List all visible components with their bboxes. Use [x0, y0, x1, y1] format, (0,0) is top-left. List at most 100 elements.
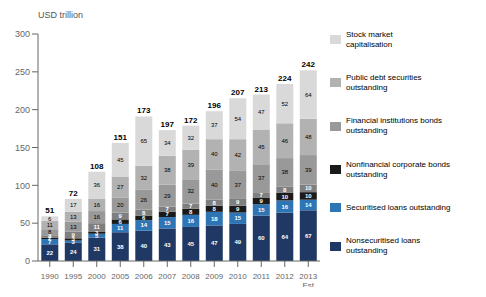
svg-text:213: 213 — [255, 85, 269, 94]
svg-text:1990: 1990 — [41, 272, 59, 281]
svg-text:43: 43 — [164, 242, 171, 248]
svg-text:49: 49 — [234, 239, 241, 245]
svg-text:22: 22 — [46, 250, 53, 256]
svg-text:2013Est: 2013Est — [299, 272, 317, 287]
svg-text:197: 197 — [161, 120, 175, 129]
svg-text:10: 10 — [305, 185, 312, 191]
svg-text:6: 6 — [119, 219, 123, 225]
svg-text:6: 6 — [48, 216, 52, 222]
svg-text:10: 10 — [281, 194, 288, 200]
svg-text:38: 38 — [117, 244, 124, 250]
svg-text:1995: 1995 — [64, 272, 82, 281]
svg-text:8: 8 — [48, 229, 52, 235]
svg-text:51: 51 — [45, 206, 54, 215]
svg-text:27: 27 — [117, 184, 124, 190]
svg-text:14: 14 — [140, 222, 147, 228]
svg-text:11: 11 — [94, 224, 101, 230]
svg-text:2010: 2010 — [229, 272, 247, 281]
svg-text:45: 45 — [258, 144, 265, 150]
svg-text:108: 108 — [90, 162, 104, 171]
svg-text:40: 40 — [211, 151, 218, 157]
svg-text:36: 36 — [93, 182, 100, 188]
svg-text:3: 3 — [95, 230, 99, 236]
svg-text:54: 54 — [234, 116, 241, 122]
svg-text:207: 207 — [231, 88, 245, 97]
svg-text:8: 8 — [189, 209, 193, 215]
svg-text:18: 18 — [211, 216, 218, 222]
svg-text:173: 173 — [137, 106, 151, 115]
svg-text:45: 45 — [187, 241, 194, 247]
svg-text:16: 16 — [281, 204, 288, 210]
svg-text:13: 13 — [70, 224, 77, 230]
svg-text:32: 32 — [187, 188, 194, 194]
svg-text:31: 31 — [93, 246, 100, 252]
svg-text:172: 172 — [184, 116, 198, 125]
svg-text:2009: 2009 — [205, 272, 223, 281]
svg-text:16: 16 — [93, 202, 100, 208]
svg-text:2008: 2008 — [182, 272, 200, 281]
svg-text:9: 9 — [236, 206, 240, 212]
svg-text:72: 72 — [69, 189, 78, 198]
svg-text:67: 67 — [305, 233, 312, 239]
svg-text:2006: 2006 — [135, 272, 153, 281]
svg-text:40: 40 — [140, 243, 147, 249]
svg-text:11: 11 — [47, 222, 54, 228]
svg-text:200: 200 — [15, 105, 30, 115]
svg-text:9: 9 — [119, 213, 123, 219]
svg-text:7: 7 — [260, 192, 264, 198]
svg-text:38: 38 — [281, 169, 288, 175]
svg-text:37: 37 — [258, 175, 265, 181]
svg-text:2000: 2000 — [88, 272, 106, 281]
svg-text:100: 100 — [15, 181, 30, 191]
svg-text:64: 64 — [281, 234, 288, 240]
svg-text:8: 8 — [142, 210, 146, 216]
svg-text:7: 7 — [166, 211, 170, 217]
svg-text:37: 37 — [234, 182, 241, 188]
svg-text:7: 7 — [189, 203, 193, 209]
svg-text:2012: 2012 — [276, 272, 294, 281]
svg-text:15: 15 — [234, 215, 241, 221]
svg-text:8: 8 — [283, 187, 287, 193]
svg-text:151: 151 — [114, 133, 128, 142]
svg-text:47: 47 — [211, 240, 218, 246]
svg-text:15: 15 — [164, 220, 171, 226]
svg-text:6: 6 — [142, 215, 146, 221]
svg-text:39: 39 — [305, 167, 312, 173]
svg-text:40: 40 — [211, 182, 218, 188]
svg-text:9: 9 — [260, 198, 264, 204]
svg-text:2005: 2005 — [111, 272, 129, 281]
svg-text:300: 300 — [15, 29, 30, 39]
svg-text:26: 26 — [140, 197, 147, 203]
svg-text:2011: 2011 — [253, 272, 271, 281]
svg-text:20: 20 — [117, 202, 124, 208]
svg-text:17: 17 — [70, 202, 77, 208]
svg-text:46: 46 — [281, 138, 288, 144]
svg-text:7: 7 — [166, 206, 170, 212]
svg-text:9: 9 — [72, 232, 76, 238]
svg-text:10: 10 — [305, 193, 312, 199]
svg-text:34: 34 — [164, 140, 171, 146]
svg-text:32: 32 — [140, 175, 147, 181]
svg-text:14: 14 — [305, 202, 312, 208]
svg-text:11: 11 — [117, 225, 124, 231]
svg-text:45: 45 — [117, 157, 124, 163]
svg-text:47: 47 — [258, 109, 265, 115]
svg-text:16: 16 — [93, 214, 100, 220]
svg-text:15: 15 — [258, 207, 265, 213]
svg-text:29: 29 — [164, 193, 171, 199]
svg-text:8: 8 — [213, 206, 217, 212]
svg-text:224: 224 — [278, 74, 292, 83]
svg-text:60: 60 — [258, 235, 265, 241]
svg-text:8: 8 — [213, 200, 217, 206]
svg-text:64: 64 — [305, 92, 312, 98]
svg-text:0: 0 — [25, 256, 30, 266]
svg-text:32: 32 — [187, 135, 194, 141]
svg-text:13: 13 — [70, 214, 77, 220]
svg-text:38: 38 — [164, 167, 171, 173]
svg-text:48: 48 — [305, 134, 312, 140]
svg-text:196: 196 — [208, 101, 222, 110]
svg-text:39: 39 — [187, 162, 194, 168]
svg-text:16: 16 — [187, 218, 194, 224]
svg-text:42: 42 — [234, 152, 241, 158]
svg-text:50: 50 — [20, 218, 30, 228]
